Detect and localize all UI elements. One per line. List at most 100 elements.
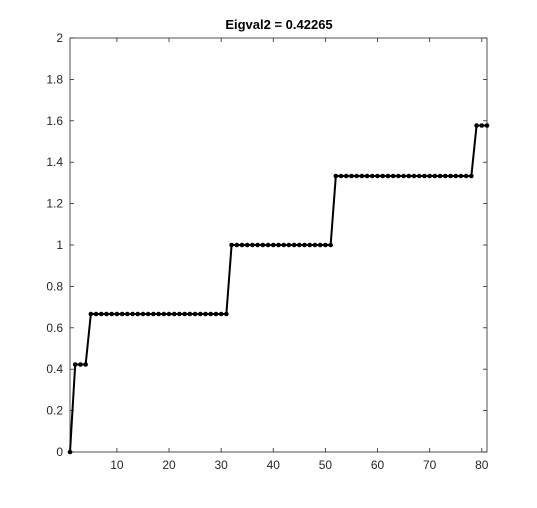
data-point <box>88 311 94 317</box>
data-point <box>380 173 386 179</box>
y-tick-label: 1.2 <box>46 197 63 211</box>
data-point <box>427 173 432 179</box>
data-point <box>448 173 453 179</box>
data-point <box>234 242 240 248</box>
data-point <box>260 242 266 248</box>
data-point <box>218 311 224 317</box>
data-point <box>151 311 156 317</box>
data-point <box>437 173 443 179</box>
data-point <box>98 311 104 317</box>
y-tick-label: 2 <box>56 31 63 45</box>
x-tick-label: 80 <box>475 458 489 472</box>
chart-title: Eigval2 = 0.42265 <box>225 17 332 32</box>
data-point <box>286 242 292 248</box>
data-point <box>463 173 469 179</box>
data-point <box>255 242 260 248</box>
data-point <box>375 173 380 179</box>
data-point <box>145 311 151 317</box>
data-point <box>239 242 245 248</box>
data-point <box>104 311 109 317</box>
data-point <box>229 242 234 248</box>
data-point <box>370 173 375 179</box>
data-point <box>443 173 448 179</box>
x-tick-label: 70 <box>423 458 437 472</box>
data-point <box>422 173 427 179</box>
data-point <box>187 311 193 317</box>
y-tick-label: 1 <box>56 238 63 252</box>
data-point <box>198 311 203 317</box>
x-tick-label: 20 <box>162 458 176 472</box>
data-point <box>177 311 182 317</box>
data-point <box>458 173 464 179</box>
data-point <box>354 173 359 179</box>
x-tick-label: 60 <box>371 458 385 472</box>
data-point <box>276 242 281 248</box>
data-point <box>281 242 287 248</box>
data-point <box>125 311 130 317</box>
data-point <box>302 242 307 248</box>
data-point <box>72 362 78 367</box>
data-point <box>140 311 146 317</box>
x-tick-label: 50 <box>319 458 333 472</box>
y-tick-label: 0.8 <box>46 279 63 293</box>
y-tick-label: 0.6 <box>46 321 63 335</box>
data-point <box>349 173 354 179</box>
data-point <box>474 123 479 128</box>
data-point <box>385 173 391 179</box>
data-point <box>432 173 438 179</box>
data-point <box>192 311 198 317</box>
data-point <box>114 311 120 317</box>
data-point <box>328 242 333 248</box>
data-point <box>83 362 88 367</box>
data-point <box>213 311 219 317</box>
data-point <box>333 173 339 179</box>
data-point <box>270 242 276 248</box>
data-point <box>244 242 250 248</box>
data-point <box>297 242 302 248</box>
data-point <box>343 173 349 179</box>
x-tick-label: 10 <box>110 458 124 472</box>
data-point <box>182 311 187 317</box>
data-point <box>171 311 177 317</box>
x-tick-label: 40 <box>267 458 281 472</box>
data-point <box>479 123 485 128</box>
y-tick-label: 0.2 <box>46 404 63 418</box>
y-tick-label: 1.6 <box>46 114 63 128</box>
data-point <box>265 242 271 248</box>
data-point <box>401 173 406 179</box>
data-point <box>135 311 141 317</box>
data-point <box>307 242 313 248</box>
data-point <box>78 362 83 367</box>
data-point <box>291 242 297 248</box>
data-point <box>67 449 73 455</box>
data-point <box>161 311 167 317</box>
y-tick-label: 0.4 <box>46 362 63 376</box>
data-point <box>364 173 370 179</box>
data-point <box>338 173 344 179</box>
data-point <box>359 173 365 179</box>
data-point <box>411 173 417 179</box>
data-point <box>224 311 229 317</box>
data-point <box>250 242 255 248</box>
data-point <box>156 311 161 317</box>
data-point <box>203 311 208 317</box>
data-point <box>312 242 318 248</box>
data-point <box>484 123 490 128</box>
x-tick-label: 30 <box>214 458 228 472</box>
data-point <box>109 311 114 317</box>
data-point <box>469 173 474 179</box>
y-tick-label: 1.8 <box>46 72 63 86</box>
data-point <box>406 173 412 179</box>
plot-area: 10 20 30 40 50 60 70 80 0 0.2 0.4 0.6 0.8 1 1.2 1.4 1.6 1… <box>46 31 490 472</box>
data-point <box>317 242 323 248</box>
y-tick-label: 1.4 <box>46 155 63 169</box>
y-tick-label: 0 <box>56 445 63 459</box>
data-point <box>323 242 328 248</box>
data-point <box>93 311 99 317</box>
data-point <box>166 311 172 317</box>
data-point <box>416 173 422 179</box>
data-point <box>396 173 401 179</box>
data-point <box>453 173 459 179</box>
